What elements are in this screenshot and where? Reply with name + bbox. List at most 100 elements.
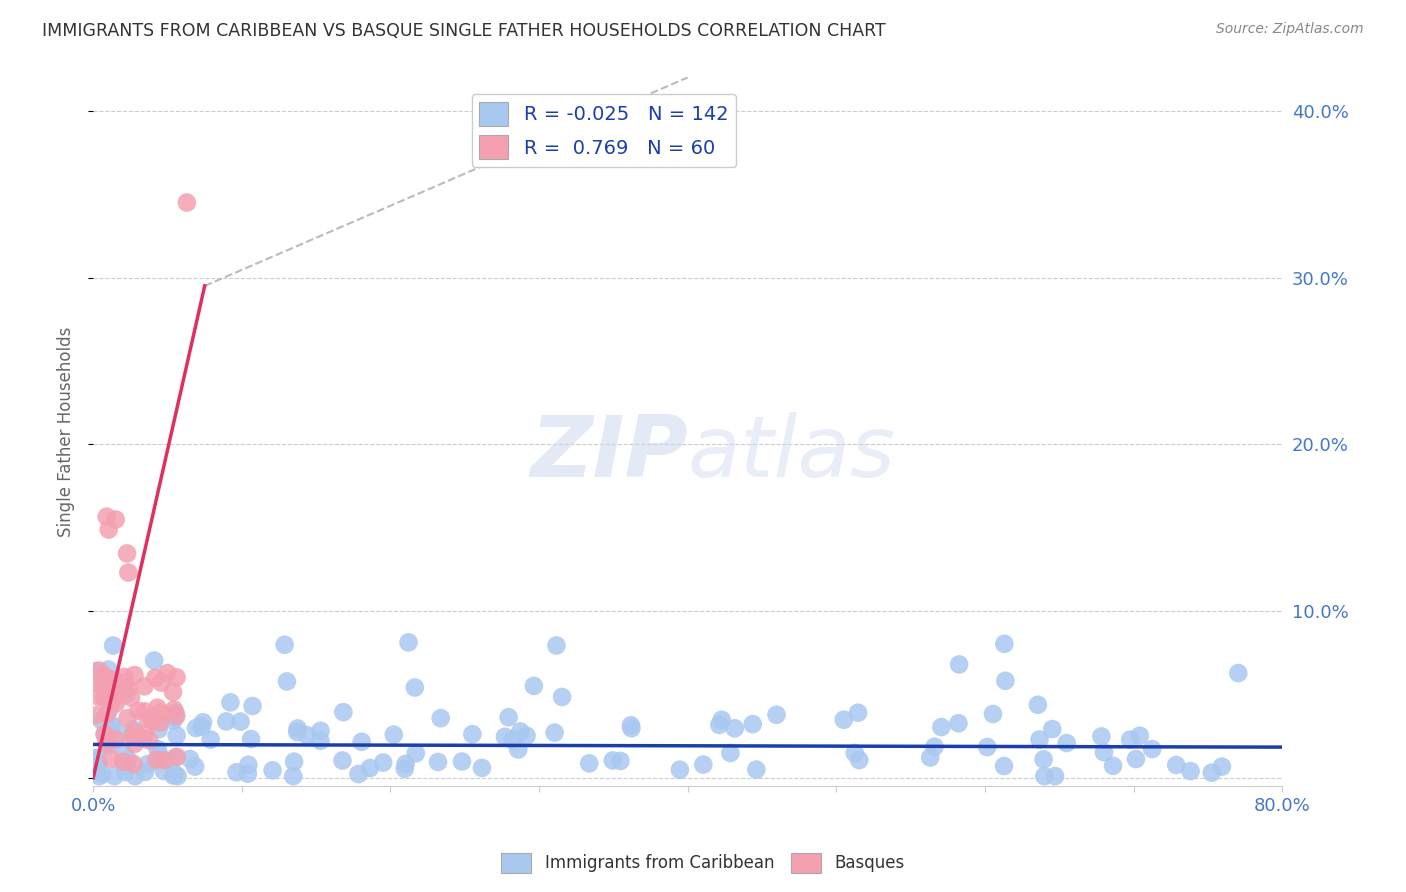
Point <box>117 566 139 580</box>
Point <box>332 754 354 768</box>
Y-axis label: Single Father Households: Single Father Households <box>58 326 75 537</box>
Point <box>179 752 201 766</box>
Point <box>191 715 214 730</box>
Point <box>90 714 112 728</box>
Point <box>382 728 405 742</box>
Point <box>429 711 451 725</box>
Point <box>471 761 494 775</box>
Point <box>97 739 120 753</box>
Point <box>97 682 120 697</box>
Point <box>117 753 139 767</box>
Point <box>143 711 166 725</box>
Point <box>994 673 1017 688</box>
Point <box>219 695 242 709</box>
Point <box>145 753 167 767</box>
Point <box>143 671 166 685</box>
Point <box>112 681 135 696</box>
Point <box>162 714 184 728</box>
Point <box>948 657 970 672</box>
Point <box>94 684 117 698</box>
Point <box>741 717 763 731</box>
Point <box>283 769 305 783</box>
Point <box>121 729 143 743</box>
Point <box>546 639 568 653</box>
Point <box>332 705 354 719</box>
Point <box>122 757 145 772</box>
Point <box>156 666 179 681</box>
Point <box>844 746 866 760</box>
Point <box>122 723 145 737</box>
Point <box>100 717 122 731</box>
Point <box>101 687 124 701</box>
Point <box>494 730 516 744</box>
Point <box>152 764 174 778</box>
Point <box>1090 730 1112 744</box>
Point <box>104 512 127 526</box>
Point <box>115 546 138 560</box>
Point <box>104 697 127 711</box>
Point <box>163 702 186 716</box>
Point <box>146 700 169 714</box>
Point <box>96 706 118 721</box>
Point <box>162 685 184 699</box>
Point <box>1040 722 1063 736</box>
Point <box>124 737 146 751</box>
Point <box>162 769 184 783</box>
Point <box>98 701 121 715</box>
Point <box>103 692 125 706</box>
Point <box>238 757 260 772</box>
Text: atlas: atlas <box>688 411 896 494</box>
Point <box>287 722 309 736</box>
Point <box>148 723 170 737</box>
Point <box>1092 745 1115 759</box>
Point <box>91 767 114 781</box>
Point <box>91 679 114 693</box>
Point <box>153 753 176 767</box>
Point <box>710 713 733 727</box>
Point <box>1140 742 1163 756</box>
Point <box>215 714 238 729</box>
Point <box>163 766 186 780</box>
Point <box>993 759 1015 773</box>
Point <box>347 767 370 781</box>
Point <box>848 753 870 767</box>
Point <box>1043 769 1066 783</box>
Text: IMMIGRANTS FROM CARIBBEAN VS BASQUE SINGLE FATHER HOUSEHOLDS CORRELATION CHART: IMMIGRANTS FROM CARIBBEAN VS BASQUE SING… <box>42 22 886 40</box>
Point <box>134 705 156 719</box>
Point <box>134 764 156 779</box>
Point <box>93 691 115 706</box>
Point <box>86 764 108 779</box>
Point <box>96 736 118 750</box>
Point <box>1227 666 1250 681</box>
Point <box>502 733 524 747</box>
Point <box>200 732 222 747</box>
Point <box>1201 765 1223 780</box>
Point <box>165 708 187 723</box>
Point <box>100 752 122 766</box>
Point <box>108 727 131 741</box>
Point <box>931 720 953 734</box>
Point <box>124 668 146 682</box>
Point <box>620 718 643 732</box>
Point <box>112 755 135 769</box>
Point <box>100 719 122 733</box>
Point <box>1119 732 1142 747</box>
Point <box>404 681 426 695</box>
Point <box>111 682 134 697</box>
Point <box>176 195 198 210</box>
Point <box>96 732 118 747</box>
Point <box>509 724 531 739</box>
Point <box>309 723 332 738</box>
Point <box>148 748 170 763</box>
Point <box>846 706 869 720</box>
Point <box>718 746 741 760</box>
Point <box>236 766 259 780</box>
Point <box>262 764 284 778</box>
Point <box>136 757 159 772</box>
Point <box>114 759 136 773</box>
Point <box>620 721 643 735</box>
Point <box>745 763 768 777</box>
Point <box>225 765 247 780</box>
Point <box>117 681 139 696</box>
Point <box>602 754 624 768</box>
